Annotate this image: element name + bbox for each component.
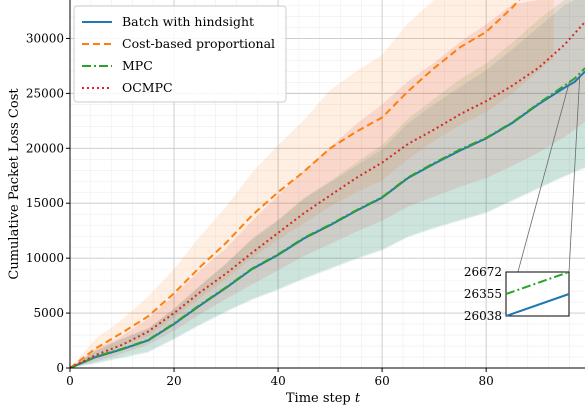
series-line <box>70 21 585 368</box>
confidence-band <box>70 0 585 368</box>
x-axis-label: Time step t <box>286 391 361 406</box>
confidence-band <box>70 0 585 368</box>
legend-frame <box>73 5 287 103</box>
inset-y-tick-label: 26038 <box>464 309 502 323</box>
axes <box>69 0 585 369</box>
y-tick-label: 15000 <box>26 196 64 210</box>
zoom-inset: 26038 26355 26672 <box>464 74 581 323</box>
inset-series-line <box>505 271 570 295</box>
x-tick-labels: 0 20 40 60 80 <box>66 368 494 388</box>
confidence-bands <box>70 0 585 368</box>
x-tick-label: 20 <box>166 374 181 388</box>
x-tick-label: 60 <box>374 374 389 388</box>
inset-connector <box>568 74 581 273</box>
confidence-band <box>70 0 554 368</box>
inset-y-tick-label: 26672 <box>464 265 502 279</box>
legend: Batch with hindsight Cost-based proportio… <box>73 5 287 103</box>
y-tick-label: 10000 <box>26 251 64 265</box>
series-line <box>70 67 585 368</box>
y-tick-label: 5000 <box>33 306 64 320</box>
x-tick-label: 80 <box>479 374 494 388</box>
confidence-band <box>70 0 585 368</box>
legend-label: MPC <box>122 58 153 73</box>
legend-label: Cost-based proportional <box>122 36 275 51</box>
y-tick-label: 30000 <box>26 31 64 45</box>
inset-y-tick-label: 26355 <box>464 287 502 301</box>
x-tick-label: 40 <box>270 374 285 388</box>
series-lines <box>70 0 585 368</box>
y-tick-label: 20000 <box>26 141 64 155</box>
x-tick-label: 0 <box>66 374 74 388</box>
inset-frame <box>505 271 570 317</box>
legend-label: Batch with hindsight <box>122 14 254 29</box>
legend-label: OCMPC <box>122 80 173 95</box>
y-axis-label: Cumulative Packet Loss Cost <box>7 88 22 280</box>
inset-series-line <box>505 293 570 317</box>
series-line <box>70 0 521 368</box>
y-tick-label: 25000 <box>26 86 64 100</box>
y-tick-label: 0 <box>56 361 64 375</box>
y-tick-labels: 0 5000 10000 15000 20000 25000 30000 <box>26 31 70 375</box>
